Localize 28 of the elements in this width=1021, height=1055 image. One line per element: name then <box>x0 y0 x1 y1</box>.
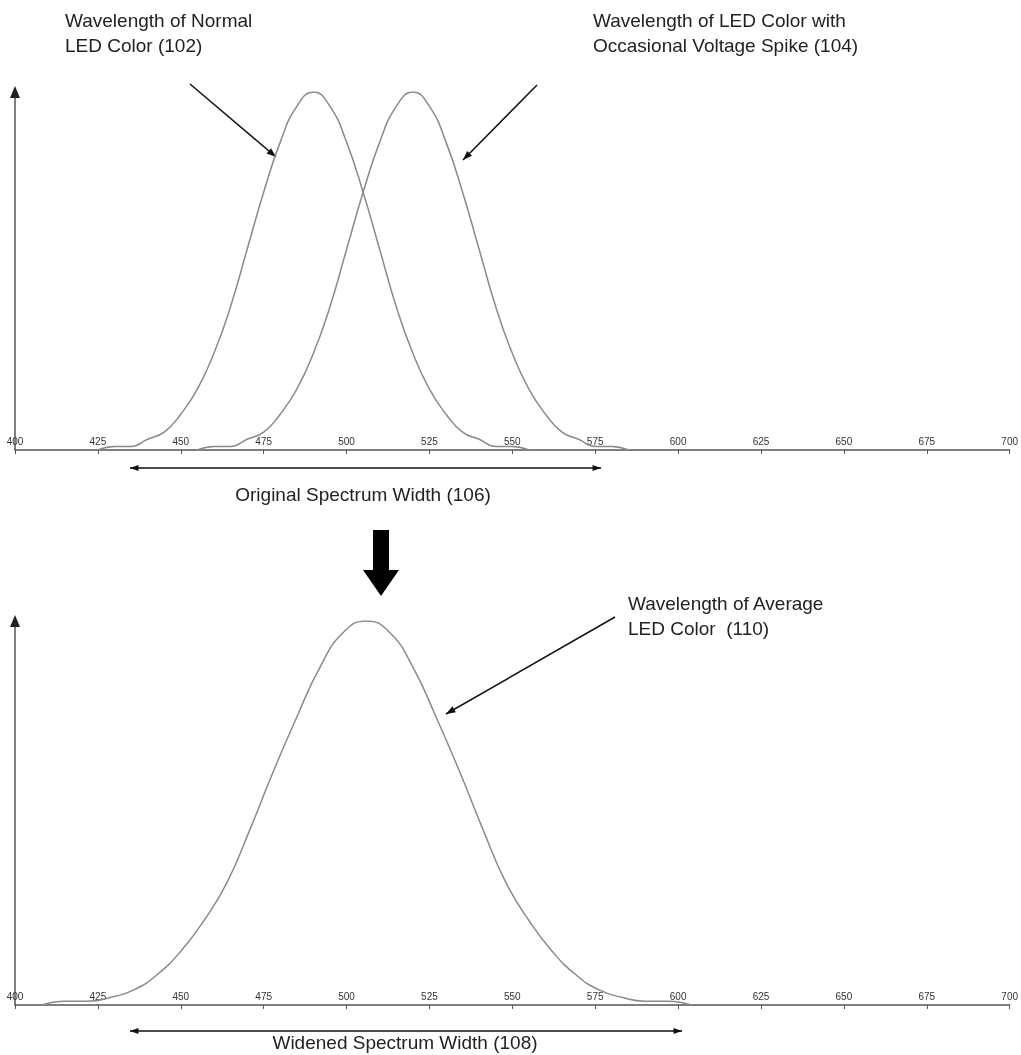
x-tick-label: 700 <box>1001 990 1019 1002</box>
x-tick-label: 625 <box>752 435 770 447</box>
x-tick-label: 500 <box>338 435 356 447</box>
x-tick-label: 625 <box>752 990 770 1002</box>
x-tick-label: 650 <box>835 990 853 1002</box>
text: Wavelength of LED Color with Occasional Voltage Spike (104) <box>593 10 859 56</box>
x-tick-label: 675 <box>918 990 936 1002</box>
x-tick-label: 450 <box>172 990 190 1002</box>
x-tick-label: 525 <box>421 435 439 447</box>
x-tick-label: 675 <box>918 435 936 447</box>
x-tick-label: 475 <box>255 435 273 447</box>
x-tick-label: 700 <box>1001 435 1019 447</box>
text: Widened Spectrum Width (108) <box>272 1032 538 1053</box>
annotation: Wavelength of Average LED Color (110) <box>628 593 824 639</box>
x-tick-label: 425 <box>89 435 107 447</box>
x-tick-label: 575 <box>586 990 604 1002</box>
x-tick-label: 650 <box>835 435 853 447</box>
x-tick-label: 550 <box>503 435 522 447</box>
x-tick-label: 575 <box>586 435 604 447</box>
x-tick-label: 475 <box>255 990 273 1002</box>
text: Wavelength of Normal LED Color (102) <box>65 10 253 56</box>
x-tick-label: 525 <box>421 990 439 1002</box>
x-tick-label: 500 <box>338 990 356 1002</box>
x-tick-label: 450 <box>172 435 190 447</box>
x-tick-label: 600 <box>669 990 687 1002</box>
x-tick-label: 600 <box>669 435 687 447</box>
x-tick-label: 550 <box>503 990 522 1002</box>
text: Original Spectrum Width (106) <box>235 484 491 505</box>
